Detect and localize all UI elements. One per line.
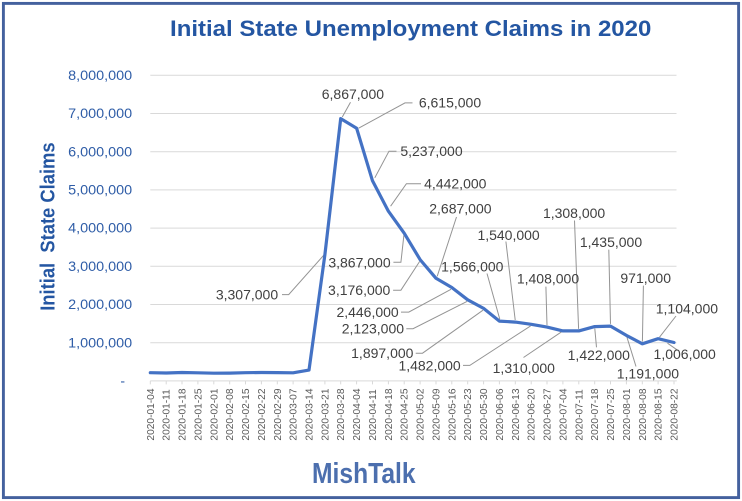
svg-text:2,000,000: 2,000,000 [68, 297, 132, 312]
svg-text:1,104,000: 1,104,000 [656, 301, 718, 317]
svg-text:2020-01-18: 2020-01-18 [178, 388, 189, 440]
svg-text:2020-03-14: 2020-03-14 [305, 388, 316, 440]
svg-text:1,482,000: 1,482,000 [398, 357, 460, 373]
svg-text:1,566,000: 1,566,000 [441, 258, 503, 274]
svg-text:1,435,000: 1,435,000 [580, 234, 642, 250]
svg-text:1,310,000: 1,310,000 [493, 360, 555, 376]
svg-text:6,000,000: 6,000,000 [68, 144, 132, 159]
svg-text:2020-02-15: 2020-02-15 [241, 388, 252, 440]
svg-text:2020-07-18: 2020-07-18 [590, 388, 601, 440]
svg-text:2020-07-25: 2020-07-25 [606, 388, 617, 440]
svg-text:6,867,000: 6,867,000 [322, 86, 384, 102]
svg-text:2020-04-25: 2020-04-25 [400, 388, 411, 440]
svg-text:2020-01-11: 2020-01-11 [162, 389, 173, 441]
svg-text:1,540,000: 1,540,000 [477, 227, 539, 243]
svg-text:2020-05-30: 2020-05-30 [479, 388, 490, 440]
svg-text:6,615,000: 6,615,000 [419, 95, 481, 111]
svg-text:2020-03-07: 2020-03-07 [289, 388, 300, 440]
svg-text:2020-05-23: 2020-05-23 [463, 388, 474, 440]
svg-text:2020-05-09: 2020-05-09 [432, 388, 443, 440]
svg-text:8,000,000: 8,000,000 [68, 68, 132, 83]
svg-text:2020-03-28: 2020-03-28 [336, 388, 347, 440]
svg-text:2020-02-22: 2020-02-22 [257, 388, 268, 440]
svg-text:1,408,000: 1,408,000 [517, 271, 579, 287]
svg-text:5,237,000: 5,237,000 [400, 143, 462, 159]
svg-text:2020-04-18: 2020-04-18 [384, 388, 395, 440]
svg-text:3,867,000: 3,867,000 [328, 254, 390, 270]
svg-text:2020-05-16: 2020-05-16 [447, 388, 458, 440]
svg-text:4,000,000: 4,000,000 [68, 221, 132, 236]
svg-text:-: - [120, 372, 125, 388]
svg-text:3,000,000: 3,000,000 [68, 259, 132, 274]
svg-text:1,006,000: 1,006,000 [654, 346, 716, 362]
svg-text:4,442,000: 4,442,000 [424, 176, 486, 192]
svg-text:2020-08-08: 2020-08-08 [638, 388, 649, 440]
svg-text:2020-04-04: 2020-04-04 [352, 388, 363, 440]
svg-text:1,191,000: 1,191,000 [617, 366, 679, 382]
svg-text:2020-03-21: 2020-03-21 [320, 388, 331, 440]
svg-text:2020-06-20: 2020-06-20 [527, 388, 538, 440]
svg-text:2020-06-27: 2020-06-27 [543, 388, 554, 440]
svg-text:2,446,000: 2,446,000 [336, 304, 398, 320]
svg-text:1,308,000: 1,308,000 [543, 205, 605, 221]
svg-text:2020-01-04: 2020-01-04 [146, 388, 157, 440]
svg-text:2020-05-02: 2020-05-02 [416, 388, 427, 440]
svg-text:2020-07-11: 2020-07-11 [574, 389, 585, 441]
svg-text:1,897,000: 1,897,000 [351, 345, 413, 361]
svg-text:2020-08-01: 2020-08-01 [622, 388, 633, 440]
svg-text:3,176,000: 3,176,000 [328, 282, 390, 298]
svg-text:971,000: 971,000 [620, 270, 671, 286]
svg-text:2020-06-06: 2020-06-06 [495, 388, 506, 440]
svg-text:2,123,000: 2,123,000 [342, 321, 404, 337]
svg-text:2020-08-22: 2020-08-22 [670, 388, 681, 440]
svg-text:2020-01-25: 2020-01-25 [193, 388, 204, 440]
svg-text:1,000,000: 1,000,000 [68, 335, 132, 350]
svg-text:5,000,000: 5,000,000 [68, 183, 132, 198]
svg-text:2020-02-08: 2020-02-08 [225, 388, 236, 440]
svg-text:3,307,000: 3,307,000 [216, 287, 278, 303]
svg-text:2,687,000: 2,687,000 [429, 201, 491, 217]
svg-text:Initial State Unemployment Cla: Initial State Unemployment Claims in 202… [170, 16, 651, 41]
svg-text:2020-02-29: 2020-02-29 [273, 388, 284, 440]
svg-text:2020-04-11: 2020-04-11 [368, 389, 379, 441]
svg-text:2020-08-15: 2020-08-15 [654, 388, 665, 440]
svg-text:2020-07-04: 2020-07-04 [558, 388, 569, 440]
svg-text:7,000,000: 7,000,000 [68, 106, 132, 121]
svg-text:2020-02-01: 2020-02-01 [209, 388, 220, 440]
svg-text:2020-06-13: 2020-06-13 [511, 388, 522, 440]
svg-text:Initial State Claims: Initial State Claims [37, 142, 59, 310]
svg-text:MishTalk: MishTalk [312, 457, 416, 489]
svg-text:1,422,000: 1,422,000 [568, 347, 630, 363]
